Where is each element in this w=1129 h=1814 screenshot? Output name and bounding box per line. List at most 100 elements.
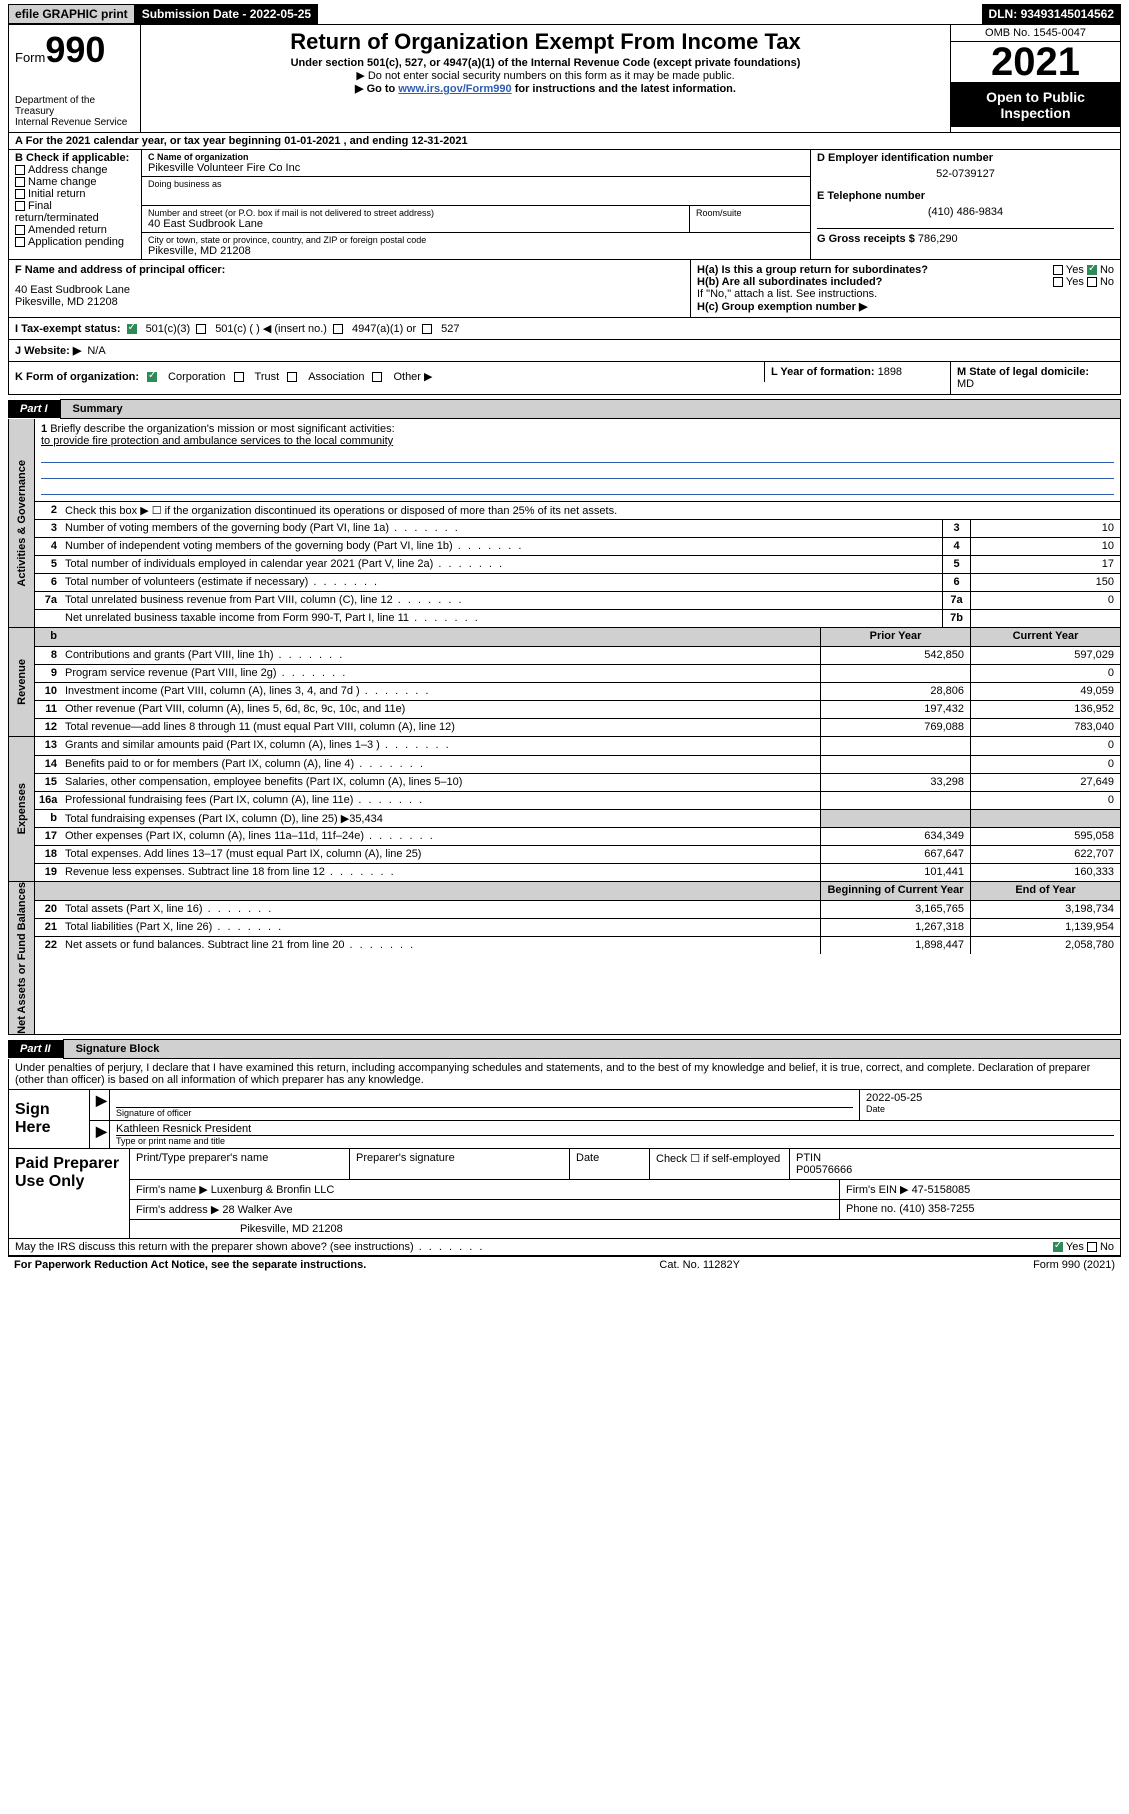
officer-name-title: Kathleen Resnick President [116, 1123, 1114, 1136]
part-1-header: Part I Summary [8, 399, 1121, 419]
val-11-prior: 197,432 [820, 701, 970, 718]
val-7a: 0 [970, 592, 1120, 609]
val-21-curr: 1,139,954 [970, 919, 1120, 936]
val-16a-prior [820, 792, 970, 809]
officer-group-block: F Name and address of principal officer:… [8, 260, 1121, 318]
cat-no: Cat. No. 11282Y [659, 1259, 740, 1271]
street: 40 East Sudbrook Lane [148, 218, 683, 230]
chk-name-change[interactable] [15, 177, 25, 187]
chk-final-return[interactable] [15, 201, 25, 211]
val-19-prior: 101,441 [820, 864, 970, 881]
firm-addr1: 28 Walker Ave [222, 1204, 292, 1216]
phone-label: E Telephone number [817, 190, 1114, 202]
val-14-curr: 0 [970, 756, 1120, 773]
val-9-curr: 0 [970, 665, 1120, 682]
val-3: 10 [970, 520, 1120, 537]
gross-receipts-label: G Gross receipts $ [817, 233, 915, 245]
chk-501c3[interactable] [127, 324, 137, 334]
val-19-curr: 160,333 [970, 864, 1120, 881]
officer-addr2: Pikesville, MD 21208 [15, 296, 684, 308]
suite-label: Room/suite [696, 208, 804, 218]
state-domicile: MD [957, 378, 974, 390]
val-13-curr: 0 [970, 737, 1120, 755]
website-row: J Website: ▶ N/A [8, 340, 1121, 362]
paperwork-notice: For Paperwork Reduction Act Notice, see … [14, 1259, 366, 1271]
chk-assoc[interactable] [287, 372, 297, 382]
val-17-prior: 634,349 [820, 828, 970, 845]
mission-text: to provide fire protection and ambulance… [41, 435, 393, 447]
ein-label: D Employer identification number [817, 152, 1114, 164]
val-15-prior: 33,298 [820, 774, 970, 791]
hb-row: H(b) Are all subordinates included? Yes … [697, 276, 1114, 288]
open-inspection: Open to Public Inspection [951, 83, 1120, 127]
chk-trust[interactable] [234, 372, 244, 382]
chk-501c[interactable] [196, 324, 206, 334]
org-name: Pikesville Volunteer Fire Co Inc [148, 162, 804, 174]
officer-label: F Name and address of principal officer: [15, 264, 684, 276]
val-10-prior: 28,806 [820, 683, 970, 700]
chk-ha-yes[interactable] [1053, 265, 1063, 275]
val-22-prior: 1,898,447 [820, 937, 970, 954]
chk-hb-yes[interactable] [1053, 277, 1063, 287]
val-12-prior: 769,088 [820, 719, 970, 736]
chk-address-change[interactable] [15, 165, 25, 175]
chk-discuss-yes[interactable] [1053, 1242, 1063, 1252]
val-14-prior [820, 756, 970, 773]
chk-hb-no[interactable] [1087, 277, 1097, 287]
form-subtitle: Under section 501(c), 527, or 4947(a)(1)… [149, 57, 942, 69]
val-22-curr: 2,058,780 [970, 937, 1120, 954]
signature-block: Under penalties of perjury, I declare th… [8, 1059, 1121, 1149]
chk-discuss-no[interactable] [1087, 1242, 1097, 1252]
box-b: B Check if applicable: Address change Na… [9, 150, 141, 259]
paid-preparer-label: Paid Preparer Use Only [9, 1149, 129, 1238]
val-12-curr: 783,040 [970, 719, 1120, 736]
ha-row: H(a) Is this a group return for subordin… [697, 264, 1114, 276]
firm-phone: (410) 358-7255 [899, 1203, 974, 1215]
chk-4947[interactable] [333, 324, 343, 334]
chk-corp[interactable] [147, 372, 157, 382]
chk-amended-return[interactable] [15, 225, 25, 235]
val-4: 10 [970, 538, 1120, 555]
val-9-prior [820, 665, 970, 682]
goto-note: ▶ Go to www.irs.gov/Form990 for instruct… [149, 82, 942, 95]
chk-527[interactable] [422, 324, 432, 334]
year-formation: 1898 [878, 366, 902, 378]
val-7b [970, 610, 1120, 627]
val-8-curr: 597,029 [970, 647, 1120, 664]
chk-ha-no[interactable] [1087, 265, 1097, 275]
firm-ein: 47-5158085 [912, 1184, 971, 1196]
chk-initial-return[interactable] [15, 189, 25, 199]
discuss-row: May the IRS discuss this return with the… [8, 1239, 1121, 1256]
val-6: 150 [970, 574, 1120, 591]
org-info-block: B Check if applicable: Address change Na… [8, 150, 1121, 260]
phone: (410) 486-9834 [817, 202, 1114, 228]
city-label: City or town, state or province, country… [148, 235, 804, 245]
gross-receipts: 786,290 [918, 233, 958, 245]
chk-other[interactable] [372, 372, 382, 382]
tab-activities: Activities & Governance [16, 460, 28, 587]
netassets-section: Net Assets or Fund Balances Beginning of… [8, 882, 1121, 1035]
val-11-curr: 136,952 [970, 701, 1120, 718]
ein: 52-0739127 [817, 164, 1114, 190]
sign-date: 2022-05-25 [866, 1092, 1114, 1104]
irs-label: Internal Revenue Service [15, 117, 134, 128]
org-name-label: C Name of organization [148, 152, 804, 162]
chk-application-pending[interactable] [15, 237, 25, 247]
officer-addr1: 40 East Sudbrook Lane [15, 284, 684, 296]
ptin: P00576666 [796, 1164, 852, 1176]
val-16a-curr: 0 [970, 792, 1120, 809]
tax-year: 2021 [951, 42, 1120, 83]
dln: DLN: 93493145014562 [982, 4, 1121, 24]
city: Pikesville, MD 21208 [148, 245, 804, 257]
hc-row: H(c) Group exemption number ▶ [697, 300, 1114, 313]
ssn-note: ▶ Do not enter social security numbers o… [149, 69, 942, 82]
paid-preparer-block: Paid Preparer Use Only Print/Type prepar… [8, 1149, 1121, 1239]
activities-section: Activities & Governance 1 Briefly descri… [8, 419, 1121, 628]
val-21-prior: 1,267,318 [820, 919, 970, 936]
irs-link[interactable]: www.irs.gov/Form990 [398, 83, 511, 95]
efile-print-button[interactable]: efile GRAPHIC print [8, 4, 135, 24]
submission-date-label: Submission Date - 2022-05-25 [135, 4, 318, 24]
firm-name: Luxenburg & Bronfin LLC [211, 1184, 335, 1196]
val-10-curr: 49,059 [970, 683, 1120, 700]
val-13-prior [820, 737, 970, 755]
